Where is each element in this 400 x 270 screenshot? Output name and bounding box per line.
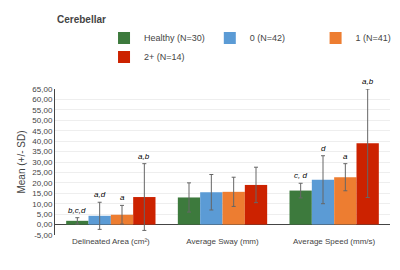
svg-text:65,00: 65,00 [32, 85, 53, 94]
svg-text:Healthy (N=30): Healthy (N=30) [144, 33, 205, 43]
svg-text:20,00: 20,00 [32, 179, 53, 188]
svg-text:40,00: 40,00 [32, 137, 53, 146]
svg-text:a: a [120, 193, 125, 202]
svg-text:60,00: 60,00 [32, 95, 53, 104]
svg-text:1 (N=41): 1 (N=41) [356, 33, 391, 43]
svg-text:Average Sway (mm): Average Sway (mm) [186, 237, 259, 246]
svg-text:a: a [343, 152, 348, 161]
svg-text:a,d: a,d [94, 190, 106, 199]
svg-text:10,00: 10,00 [32, 200, 53, 209]
svg-text:a,b: a,b [362, 77, 374, 86]
svg-text:Mean (+/- SD): Mean (+/- SD) [16, 130, 27, 193]
svg-text:-5,00: -5,00 [34, 231, 53, 240]
svg-text:15,00: 15,00 [32, 189, 53, 198]
svg-text:5,00: 5,00 [37, 210, 53, 219]
svg-text:35,00: 35,00 [32, 147, 53, 156]
svg-text:25,00: 25,00 [32, 168, 53, 177]
svg-text:Delineated Area (cm²): Delineated Area (cm²) [72, 237, 150, 246]
svg-text:b,c,d: b,c,d [68, 206, 86, 215]
svg-text:0,00: 0,00 [37, 220, 53, 229]
svg-text:a,b: a,b [138, 152, 150, 161]
svg-text:30,00: 30,00 [32, 158, 53, 167]
svg-text:Cerebellar: Cerebellar [57, 14, 106, 25]
svg-text:2+ (N=14): 2+ (N=14) [144, 52, 185, 62]
svg-text:c, d: c, d [294, 171, 307, 180]
svg-text:Average Speed (mm/s): Average Speed (mm/s) [293, 237, 375, 246]
svg-text:45,00: 45,00 [32, 127, 53, 136]
svg-text:d: d [321, 144, 326, 153]
svg-text:0 (N=42): 0 (N=42) [250, 33, 285, 43]
svg-text:50,00: 50,00 [32, 116, 53, 125]
svg-text:55,00: 55,00 [32, 106, 53, 115]
